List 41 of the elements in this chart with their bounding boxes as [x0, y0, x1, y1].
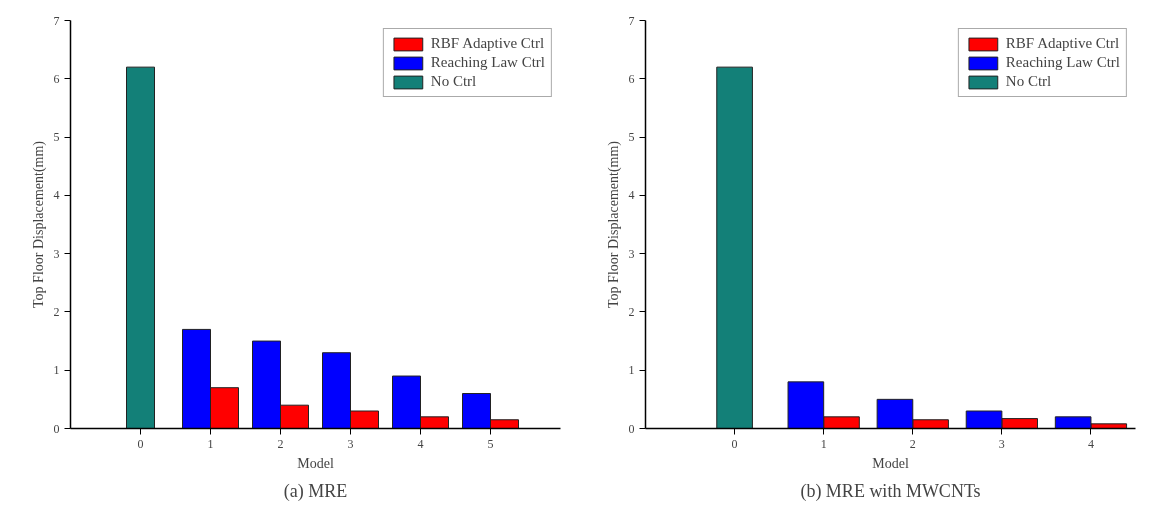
y-tick-label: 5 — [628, 130, 635, 145]
legend-label: RBF Adaptive Ctrl — [430, 35, 545, 52]
x-axis-title: Model — [872, 455, 909, 471]
y-tick-label: 3 — [53, 246, 60, 261]
bar — [716, 66, 753, 429]
x-tick-label: 3 — [347, 436, 354, 451]
y-tick-label: 2 — [628, 304, 635, 319]
legend-label: No Ctrl — [430, 73, 477, 90]
legend-label: No Ctrl — [1005, 73, 1052, 90]
y-tick-label: 7 — [628, 13, 635, 28]
x-tick-label: 0 — [137, 436, 144, 451]
y-tick-label: 2 — [53, 304, 60, 319]
y-tick-label: 0 — [628, 421, 635, 436]
legend-label: RBF Adaptive Ctrl — [1005, 35, 1120, 52]
y-tick-label: 1 — [628, 363, 635, 378]
x-tick-label: 5 — [487, 436, 494, 451]
y-tick-label: 0 — [53, 421, 60, 436]
bar — [126, 66, 155, 429]
x-tick-label: 1 — [207, 436, 214, 451]
y-tick-label: 3 — [628, 246, 635, 261]
y-axis-title: Top Floor Displacement(mm) — [30, 140, 47, 308]
y-tick-label: 1 — [53, 363, 60, 378]
x-tick-label: 0 — [731, 436, 738, 451]
y-tick-label: 6 — [628, 71, 635, 86]
y-tick-label: 7 — [53, 13, 60, 28]
legend-label: Reaching Law Ctrl — [430, 54, 545, 71]
y-tick-label: 4 — [628, 188, 635, 203]
text: (b) MRE with MWCNTs — [800, 480, 981, 502]
x-tick-label: 2 — [909, 436, 916, 451]
legend-label: Reaching Law Ctrl — [1005, 54, 1120, 71]
y-axis-title: Top Floor Displacement(mm) — [605, 140, 622, 308]
x-tick-label: 1 — [820, 436, 827, 451]
y-tick-label: 5 — [53, 130, 60, 145]
x-tick-label: 2 — [277, 436, 284, 451]
y-tick-label: 4 — [53, 188, 60, 203]
x-tick-label: 4 — [1087, 436, 1094, 451]
x-axis-title: Model — [297, 455, 334, 471]
text: (a) MRE — [283, 480, 348, 502]
x-tick-label: 4 — [417, 436, 424, 451]
x-tick-label: 3 — [998, 436, 1005, 451]
y-tick-label: 6 — [53, 71, 60, 86]
